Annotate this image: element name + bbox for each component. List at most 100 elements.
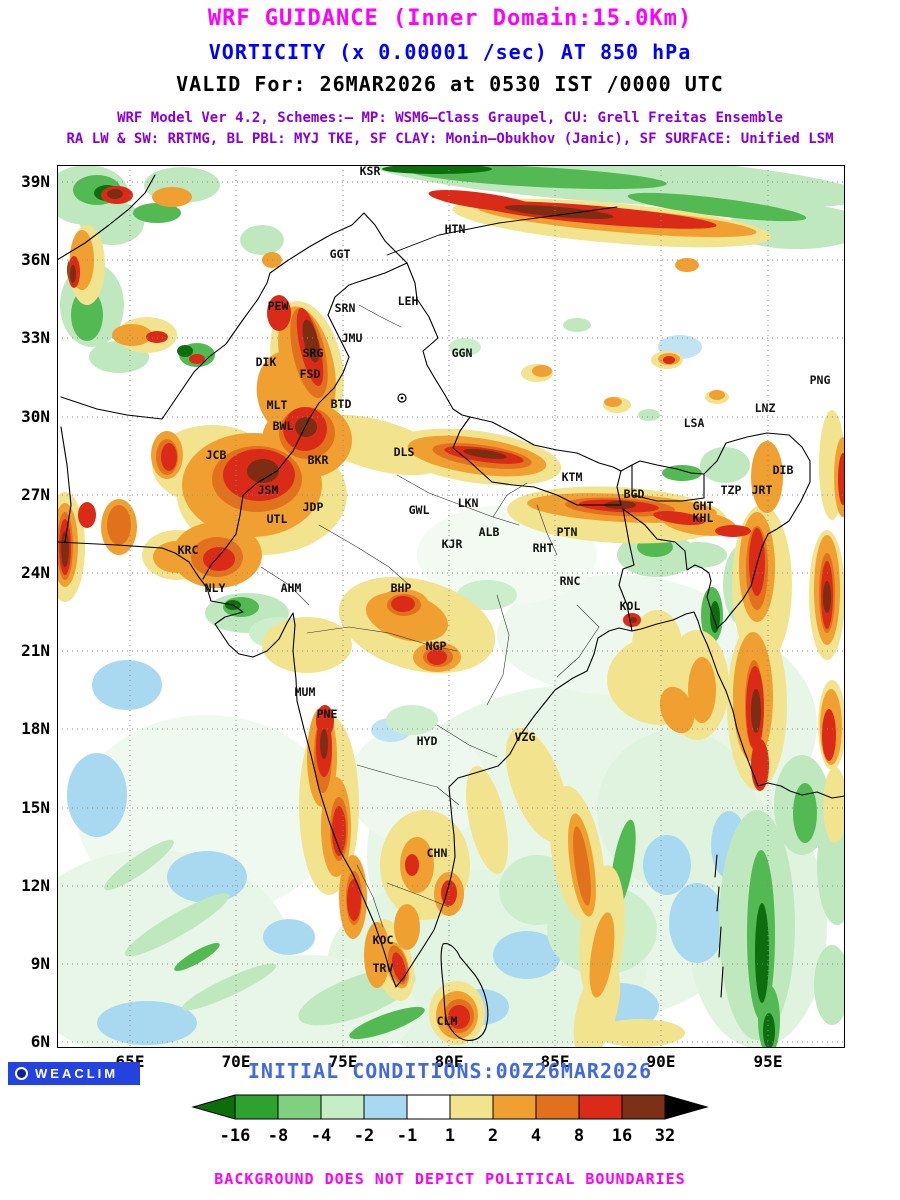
colorbar-tick-label: -2 [353, 1126, 375, 1146]
vorticity-blob [181, 963, 277, 1011]
vorticity-blob [107, 189, 123, 199]
station-label-gwl: GWL [409, 503, 430, 517]
station-labels: KSR HTN GGT LEH SRN JMU PEW SRG FSD DIK GGN MLT BTD B… [178, 164, 831, 1028]
vorticity-blob [240, 225, 284, 255]
station-label-mum: MUM [295, 685, 316, 699]
station-label-dib: DIB [773, 463, 794, 477]
sri-lanka-coastline [440, 943, 489, 1041]
vorticity-blob [604, 397, 622, 407]
vorticity-blob [152, 187, 192, 207]
vorticity-blob [364, 922, 390, 988]
vorticity-blob [493, 931, 561, 979]
lat-tick-label: 33N [21, 328, 50, 347]
vorticity-blob [92, 660, 162, 710]
lon-tick-label: 75E [328, 1052, 358, 1071]
station-label-pne: PNE [317, 707, 338, 721]
vorticity-blob [751, 441, 783, 513]
vorticity-blob [504, 205, 614, 219]
himalaya-and-myanmar-border [406, 262, 811, 629]
vorticity-blob [669, 883, 725, 963]
vorticity-blob [112, 324, 152, 346]
weaclim-logo-text: WEACLIM [35, 1066, 119, 1081]
colorbar [191, 1092, 709, 1122]
vorticity-blob [382, 164, 492, 174]
vorticity-blob [823, 767, 847, 843]
colorbar-tick-label: 32 [654, 1126, 676, 1146]
station-label-lkn: LKN [458, 496, 479, 510]
vorticity-blob [653, 511, 705, 525]
initial-conditions-line: INITIAL CONDITIONS:00Z26MAR2026 [247, 1059, 653, 1083]
bhutan-border [631, 464, 705, 502]
vorticity-blob [394, 904, 420, 950]
lat-tick-label: 30N [21, 407, 50, 426]
valid-time-line: VALID For: 26MAR2026 at 0530 IST /0000 U… [176, 72, 724, 96]
station-label-bwl: BWL [273, 419, 294, 433]
vorticity-blob [70, 265, 76, 283]
lat-tick-label: 12N [21, 876, 50, 895]
colorbar-right-arrow [664, 1094, 709, 1120]
lon-tick-label: 90E [646, 1052, 676, 1071]
vorticity-blob [700, 447, 750, 483]
colorbar-tick-label: -1 [396, 1126, 418, 1146]
vorticity-blob [755, 903, 769, 1003]
vorticity-blob [532, 365, 552, 377]
vorticity-blob [563, 318, 591, 332]
vorticity-blob [405, 854, 419, 876]
station-label-bhp: BHP [391, 581, 412, 595]
vorticity-blob [659, 686, 695, 734]
station-label-srg: SRG [303, 346, 324, 360]
station-label-kol: KOL [620, 599, 641, 613]
colorbar-segment [406, 1094, 451, 1120]
station-label-trv: TRV [373, 961, 394, 975]
vorticity-blob [763, 1013, 775, 1049]
colorbar-tick-label: 16 [611, 1126, 633, 1146]
colorbar-segment [492, 1094, 537, 1120]
vorticity-blob [709, 390, 725, 400]
vorticity-blob [448, 1005, 470, 1029]
station-label-vzg: VZG [515, 730, 536, 744]
lon-tick-label: 80E [434, 1052, 464, 1071]
vorticity-blob [302, 319, 320, 363]
vorticity-blob [793, 783, 817, 843]
vorticity-fill-field [12, 149, 867, 1065]
station-label-jrt: JRT [752, 483, 773, 497]
vorticity-blob [449, 338, 481, 356]
lon-tick-label: 70E [221, 1052, 251, 1071]
vorticity-blob [710, 601, 720, 633]
background-disclaimer: BACKGROUND DOES NOT DEPICT POLITICAL BOU… [214, 1170, 686, 1188]
station-label-srn: SRN [335, 301, 356, 315]
station-label-khl: KHL [693, 511, 714, 525]
domain-center-dot [400, 396, 404, 400]
colorbar-segment [578, 1094, 623, 1120]
colorbar-svg [191, 1094, 709, 1120]
vorticity-blob [174, 943, 220, 971]
station-label-dls: DLS [394, 445, 415, 459]
station-label-mlt: MLT [267, 398, 288, 412]
vorticity-blob [595, 1019, 685, 1047]
station-label-lsa: LSA [684, 416, 705, 430]
colorbar-tick-label: 4 [530, 1126, 542, 1146]
station-label-tzp: TZP [721, 483, 742, 497]
station-label-ktm: KTM [562, 470, 583, 484]
vorticity-blob [133, 203, 181, 223]
vorticity-blob [349, 1006, 425, 1040]
station-label-ggn: GGN [452, 346, 473, 360]
model-scheme-line-2: RA LW & SW: RRTMG, BL PBL: MYJ TKE, SF C… [66, 131, 834, 147]
station-label-ahm: AHM [281, 581, 302, 595]
vorticity-blob [715, 525, 751, 537]
station-label-dik: DIK [256, 355, 277, 369]
vorticity-blob [386, 705, 438, 735]
lat-tick-label: 21N [21, 641, 50, 660]
colorbar-segment [320, 1094, 365, 1120]
station-label-clm: CLM [437, 1014, 458, 1028]
colorbar-segment [621, 1094, 666, 1120]
vorticity-blob [247, 459, 279, 483]
station-label-pew: PEW [268, 299, 289, 313]
colorbar-segment [449, 1094, 494, 1120]
station-label-nly: NLY [205, 581, 226, 595]
coastline [56, 541, 846, 988]
map-area: KSR HTN GGT LEH SRN JMU PEW SRG FSD DIK GGN MLT BTD B… [12, 149, 867, 1065]
colorbar-tick-label: -4 [310, 1126, 332, 1146]
lon-tick-label: 85E [540, 1052, 570, 1071]
station-label-ght: GHT [693, 499, 714, 513]
